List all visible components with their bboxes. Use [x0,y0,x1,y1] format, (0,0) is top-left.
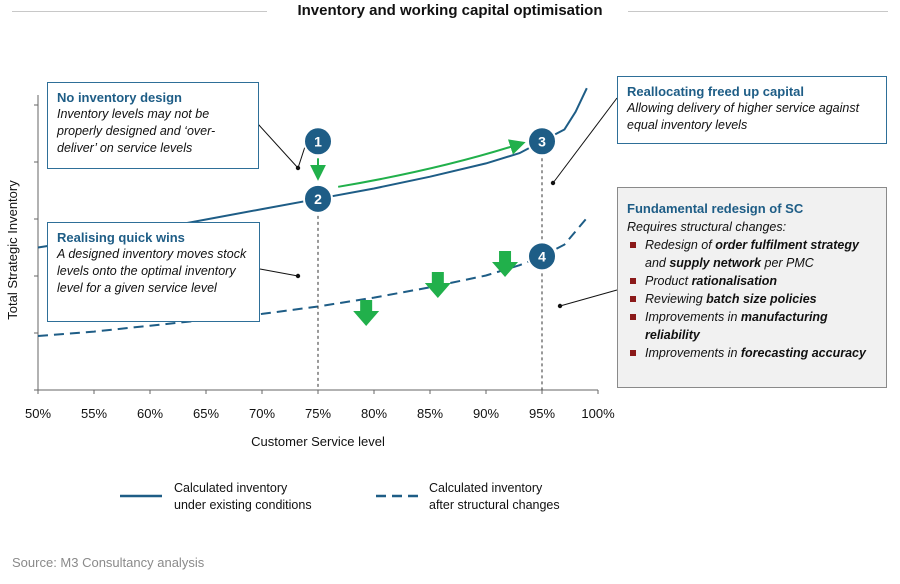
chart-title: Inventory and working capital optimisati… [283,2,617,19]
callout-quick-wins-body: A designed inventory moves stock levels … [57,247,247,295]
x-tick-label: 60% [137,406,163,421]
leader-dot [557,303,563,309]
arrow-2-to-3 [337,139,526,188]
callout-redesign: Fundamental redesign of SC Requires stru… [617,187,887,388]
callout-redesign-heading: Fundamental redesign of SC [627,201,804,216]
title-rule-left [12,11,267,12]
redesign-item: Reviewing batch size policies [627,290,878,308]
legend-after-line1: Calculated inventory [429,481,543,495]
x-tick-label: 50% [25,406,51,421]
callout-quick-wins: Realising quick wins A designed inventor… [47,222,260,322]
down-arrow-icon [492,251,519,277]
leader-callout-2 [259,268,299,277]
markers-group: 1 2 3 4 [303,126,557,272]
x-tick-label: 55% [81,406,107,421]
x-tick-label: 85% [417,406,443,421]
redesign-item: Redesign of order fulfilment strategy and… [627,236,878,272]
marker-label-3: 3 [538,133,546,149]
title-row: Inventory and working capital optimisati… [0,0,900,24]
down-arrow-icon [353,300,380,326]
chart-title-wrap: Inventory and working capital optimisati… [0,2,900,19]
redesign-list: Redesign of order fulfilment strategy and… [627,236,878,362]
legend-after: Calculated inventory after structural ch… [429,480,560,514]
x-tick-label: 95% [529,406,555,421]
leader-callout-1 [257,123,311,169]
callout-no-inventory: No inventory design Inventory levels may… [47,82,259,169]
legend-existing: Calculated inventory under existing cond… [174,480,312,514]
x-tick-label: 75% [305,406,331,421]
x-tick-label: 100% [581,406,615,421]
leader-dot [295,273,301,279]
leader-callout-4 [559,289,618,307]
legend-after-line2: after structural changes [429,498,560,512]
callout-quick-wins-heading: Realising quick wins [57,230,185,245]
series-after-line [37,217,588,337]
source-note: Source: M3 Consultancy analysis [12,555,205,570]
callout-reallocating: Reallocating freed up capital Allowing d… [617,76,887,144]
x-axis-label: Customer Service level [251,434,385,449]
redesign-item: Improvements in forecasting accuracy [627,344,878,362]
marker-label-2: 2 [314,191,322,207]
callout-no-inventory-body: Inventory levels may not be properly des… [57,107,216,155]
callout-reallocating-heading: Reallocating freed up capital [627,84,804,99]
down-arrow-icon [424,272,451,298]
legend-existing-line2: under existing conditions [174,498,312,512]
marker-circle-4 [527,241,557,272]
marker-circle-3 [527,126,557,157]
x-tick-label: 80% [361,406,387,421]
leader-dot [550,180,556,186]
y-axis-label: Total Strategic Inventory [5,180,20,320]
callout-no-inventory-heading: No inventory design [57,90,182,105]
annotations [257,97,618,390]
leader-callout-3 [552,97,618,184]
redesign-item: Improvements in manufacturing reliabilit… [627,308,878,344]
callout-reallocating-body: Allowing delivery of higher service agai… [627,101,860,132]
legend-existing-line1: Calculated inventory [174,481,288,495]
redesign-item: Product rationalisation [627,272,878,290]
callout-redesign-intro: Requires structural changes: [627,220,787,234]
title-rule-right [628,11,888,12]
marker-label-1: 1 [314,133,322,149]
x-tick-label: 90% [473,406,499,421]
leader-dot [295,165,301,171]
x-tick-label: 65% [193,406,219,421]
marker-circle-2 [303,183,333,214]
x-tick-label: 70% [249,406,275,421]
marker-label-4: 4 [538,248,546,264]
marker-circle-1 [303,126,333,157]
